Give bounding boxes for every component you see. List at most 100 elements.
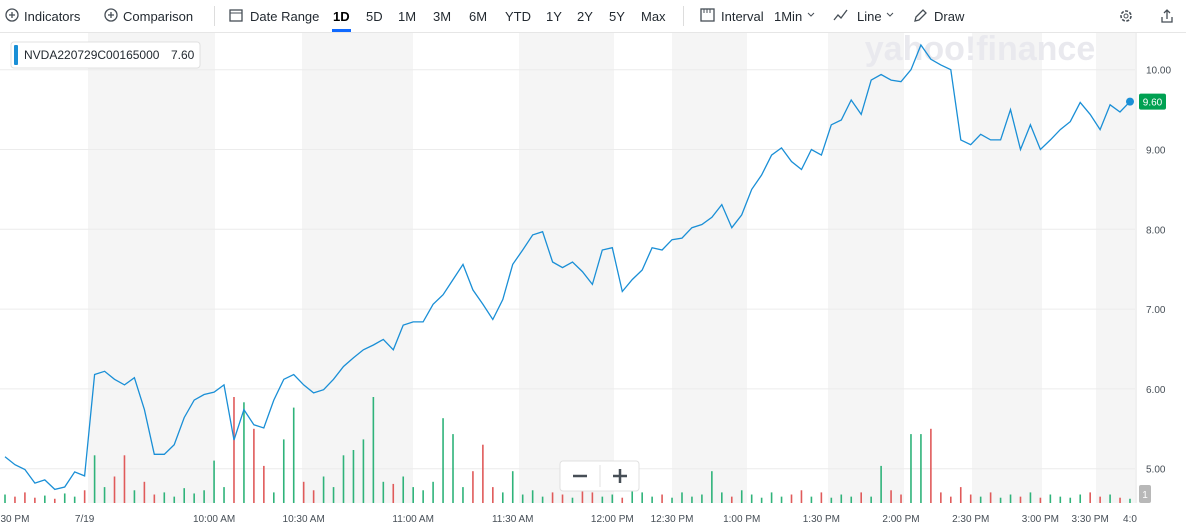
volume-bar — [870, 496, 872, 503]
volume-bar — [243, 402, 245, 503]
draw-button[interactable]: Draw — [934, 9, 965, 24]
volume-bar — [412, 487, 414, 503]
volume-bar — [920, 434, 922, 503]
range-button[interactable]: Max — [641, 9, 666, 24]
volume-bar — [850, 496, 853, 503]
volume-bar — [1009, 494, 1012, 503]
share-icon[interactable] — [1160, 8, 1174, 24]
volume-bar — [1029, 492, 1032, 503]
volume-bar — [721, 492, 723, 503]
volume-bar — [34, 497, 36, 503]
x-tick-label: 11:00 AM — [392, 514, 434, 525]
volume-bar — [113, 476, 116, 503]
volume-bar — [183, 488, 186, 503]
volume-bar — [402, 476, 405, 503]
volume-bar — [1019, 496, 1022, 503]
range-button[interactable]: 3M — [433, 9, 452, 24]
price-line — [4, 43, 1131, 491]
volume-bar — [392, 483, 395, 503]
volume-bar — [910, 434, 912, 503]
legend-swatch — [14, 45, 18, 65]
volume-bar — [1119, 497, 1121, 503]
range-button[interactable]: 1M — [398, 9, 417, 24]
indicators-button[interactable]: Indicators — [24, 9, 81, 24]
volume-bar — [233, 397, 235, 503]
volume-bar — [810, 496, 813, 503]
x-tick-label: 3:30 PM — [1072, 514, 1109, 525]
x-tick-label: 2:00 PM — [882, 514, 919, 525]
volume-bar — [940, 492, 942, 503]
volume-bar — [1039, 497, 1042, 503]
volume-bar — [1129, 498, 1131, 503]
volume-bar — [501, 492, 504, 503]
x-tick-label: 1:30 PM — [803, 514, 840, 525]
volume-bar — [561, 494, 564, 503]
y-tick-label: 9.00 — [1146, 146, 1166, 157]
watermark: yahoo!finance — [865, 33, 1095, 68]
volume-bar — [173, 496, 176, 503]
volume-bar — [442, 418, 444, 503]
volume-bar — [930, 428, 932, 503]
legend-name: NVDA220729C00165000 — [24, 48, 160, 62]
volume-bar — [571, 497, 574, 503]
x-tick-label: 2:30 PM — [952, 514, 989, 525]
volume-bar — [760, 497, 763, 503]
volume-bar — [730, 496, 733, 503]
range-button[interactable]: 5D — [366, 9, 383, 24]
chevron — [807, 12, 815, 17]
range-selected-indicator — [332, 29, 351, 32]
volume-bar — [372, 397, 375, 503]
band — [88, 33, 215, 503]
y-tick-label: 6.00 — [1146, 385, 1166, 396]
volume-bar — [900, 494, 902, 503]
band — [519, 33, 614, 503]
volume-bar — [511, 471, 514, 503]
chart-style-select[interactable]: Line — [857, 9, 882, 24]
legend-value: 7.60 — [171, 48, 195, 62]
line-icon — [833, 9, 848, 21]
interval-select[interactable]: 1Min — [774, 9, 803, 24]
band — [828, 33, 904, 503]
toolbar: Indicators Comparison Date Range 1D 5D 1M 3… — [0, 0, 1186, 33]
y-tick-label: 10.00 — [1146, 66, 1171, 77]
volume-bar — [133, 490, 136, 503]
band — [1096, 33, 1135, 503]
volume-bar — [691, 496, 693, 503]
volume-bar — [24, 492, 26, 503]
volume-bar — [611, 494, 614, 503]
interval-label: Interval — [721, 9, 764, 24]
volume-bar — [312, 490, 315, 503]
range-button[interactable]: 5Y — [609, 9, 625, 24]
range-button[interactable]: YTD — [505, 9, 531, 24]
legend-box — [10, 41, 201, 69]
volume-bar — [432, 481, 434, 503]
band — [972, 33, 1042, 503]
range-button[interactable]: 1Y — [546, 9, 562, 24]
volume-bar — [44, 495, 46, 503]
volume-bar — [103, 487, 106, 503]
volume-bar — [521, 494, 524, 503]
volume-bar — [73, 496, 76, 503]
volume-bar — [711, 471, 713, 503]
volume-bar — [1059, 496, 1062, 503]
volume-bar — [551, 492, 554, 503]
volume-bar — [382, 481, 385, 503]
volume-bar — [282, 439, 285, 503]
zoom-in[interactable] — [613, 469, 627, 483]
date-range-button[interactable]: Date Range — [250, 9, 320, 24]
range-button[interactable]: 6M — [469, 9, 488, 24]
volume-bar — [63, 493, 66, 503]
volume-bar — [1109, 494, 1111, 503]
y-tick-label: 8.00 — [1146, 225, 1166, 236]
comparison-button[interactable]: Comparison — [123, 9, 194, 24]
range-button[interactable]: 2Y — [577, 9, 593, 24]
settings-icon[interactable] — [1118, 8, 1134, 24]
x-tick-label: 3:00 PM — [1022, 514, 1059, 525]
volume-bar — [143, 481, 146, 503]
volume-bar — [631, 487, 634, 503]
volume-bar — [422, 490, 424, 503]
separator — [214, 6, 215, 26]
volume-bar — [531, 490, 534, 503]
volume-bar — [203, 490, 205, 503]
range-button[interactable]: 1D — [333, 9, 350, 24]
